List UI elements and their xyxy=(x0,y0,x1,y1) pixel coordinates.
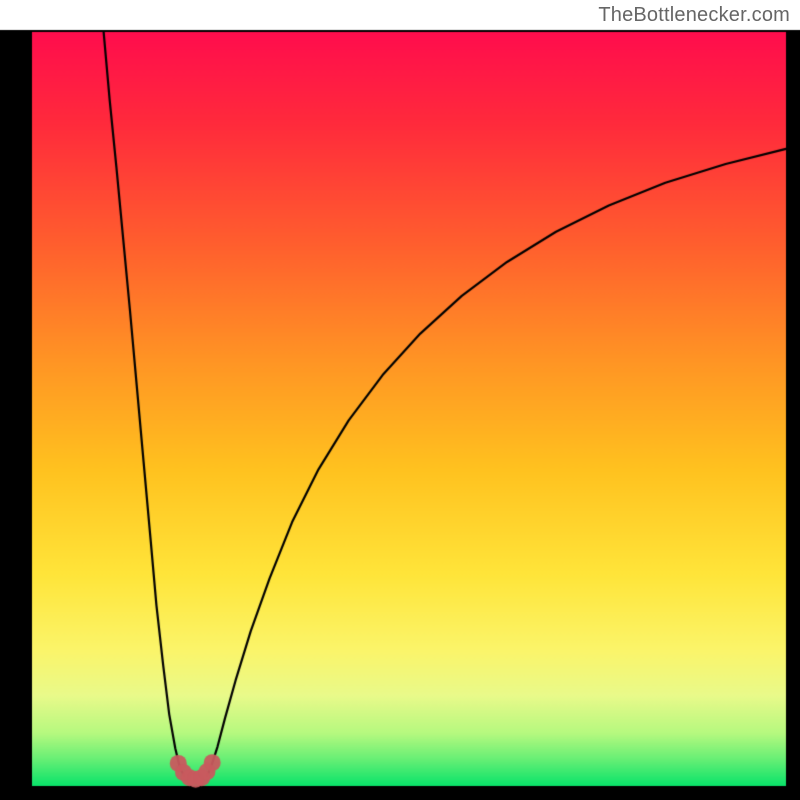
watermark-text: TheBottlenecker.com xyxy=(598,4,790,27)
chart-container: TheBottlenecker.com xyxy=(0,0,800,800)
plot-canvas xyxy=(0,0,800,800)
